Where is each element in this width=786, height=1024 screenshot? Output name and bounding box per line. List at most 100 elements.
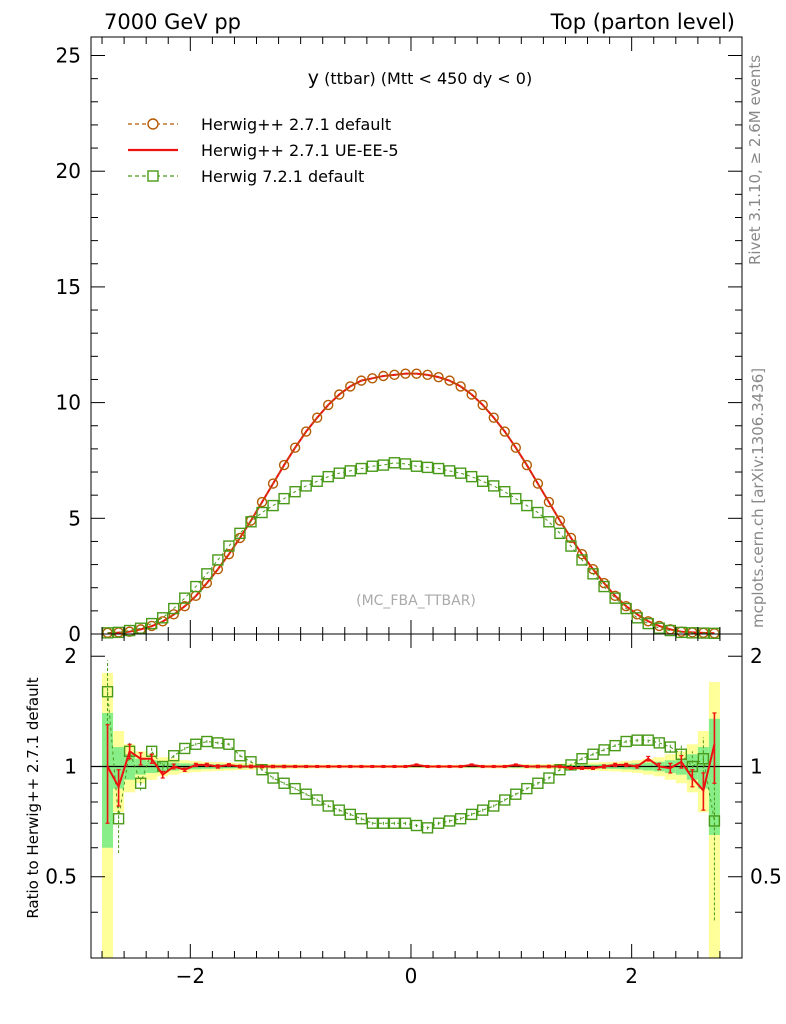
band-green [113,747,125,789]
point-herwig7 [421,461,434,474]
point-herwigpp-default [223,548,235,560]
ratio-point-herwig7 [223,738,235,750]
point-herwig7 [587,568,599,580]
ratio-panel: 0.5 0.5 1 1 2 2 −2 0 2 Ratio to Herwig++ 2.7.1 d… [24,633,782,988]
point-herwig7 [145,617,158,630]
point-herwig7 [333,467,345,479]
ratio-ytick-label: 1 [64,754,77,778]
point-herwig7 [631,612,643,624]
point-herwig7 [410,460,423,472]
ratio-point-herwig7 [521,782,533,795]
point-herwig7 [697,627,710,639]
point-herwig7 [675,626,688,639]
mcplots-label: mcplots.cern.ch [arXiv:1306.3436] [749,368,767,628]
point-herwig7 [708,627,721,640]
main-ytick-label: 25 [56,44,81,68]
ratio-point-herwig7 [201,735,213,748]
point-herwig7 [432,462,445,475]
point-herwigpp-default [433,371,444,383]
ratio-point-herwig7 [278,777,290,789]
ratio-xtick-label: 0 [405,964,418,988]
ratio-point-herwig7 [134,777,147,789]
point-herwigpp-default [565,532,577,544]
legend-label: Herwig++ 2.7.1 default [201,115,391,134]
main-ytick-label: 15 [56,275,81,299]
ratio-ytick-label-right: 2 [750,644,763,668]
ratio-point-herwig7 [212,737,224,749]
point-herwig7 [399,458,412,470]
point-herwig7 [686,627,699,639]
ratio-point-herwig7 [631,734,643,746]
legend-label: Herwig 7.2.1 default [201,167,364,186]
point-herwig7 [245,516,257,528]
ratio-point-herwig7 [708,815,721,827]
point-herwig7 [576,554,588,566]
ratio-point-herwig7 [300,788,312,800]
point-herwig7 [388,457,401,469]
point-herwig7 [179,592,191,604]
ratio-ticks: 0.5 0.5 1 1 2 2 −2 0 2 [45,634,782,988]
point-herwig7 [377,459,390,471]
main-plot-content [101,368,721,640]
point-herwig7 [565,540,577,552]
point-herwig7 [510,492,522,505]
point-herwigpp-default [521,459,533,471]
ratio-point-herwig7 [653,737,665,749]
ratio-point-herwig7 [477,804,489,816]
point-herwigpp-default [400,368,411,379]
point-herwigpp-default [466,389,477,400]
point-herwigpp-default [554,515,566,526]
ratio-ytick-label: 0.5 [45,865,77,889]
ratio-frame [90,633,743,959]
point-herwigpp-default [356,375,367,386]
point-herwig7 [443,465,456,477]
ratio-point-herwig7 [664,741,676,753]
point-herwig7 [168,602,180,615]
legend-label: Herwig++ 2.7.1 UE-EE-5 [201,141,399,160]
ratio-plot-content [91,660,742,958]
ratio-point-herwig7 [399,817,412,829]
point-herwig7 [653,622,665,634]
ratio-point-herwig7 [101,686,114,698]
point-herwigpp-default [378,370,389,382]
point-herwigpp-default [367,373,378,384]
ratio-point-herwig7 [432,817,445,829]
point-herwig7 [256,506,268,519]
ratio-point-herwig7 [322,800,334,812]
ratio-ylabel: Ratio to Herwig++ 2.7.1 default [24,677,42,918]
main-title-rest: (ttbar) (Mtt < 450 dy < 0) [319,69,532,88]
ratio-point-herwig7 [388,817,401,829]
ratio-point-herwig7 [344,808,356,821]
ratio-point-herwig7 [179,742,191,755]
legend-marker-square [147,170,159,182]
point-herwigpp-default [345,381,356,392]
rivet-label: Rivet 3.1.10, ≥ 2.6M events [746,55,764,265]
point-herwig7 [223,540,235,552]
point-herwig7 [642,617,654,630]
point-herwig7 [278,492,290,505]
point-herwig7 [267,499,279,512]
point-herwig7 [366,460,379,472]
point-herwig7 [598,580,610,593]
point-herwigpp-default [532,478,544,489]
point-herwigpp-default [455,381,466,392]
point-herwig7 [465,470,478,483]
point-herwigpp-default [168,609,179,620]
main-frame [90,36,743,635]
series-line-herwig7 [107,462,715,634]
ratio-point-herwig7 [377,817,390,829]
ratio-point-herwig7 [289,782,301,795]
point-herwig7 [521,499,533,512]
ratio-point-herwig7 [554,764,566,776]
point-herwig7 [212,554,224,566]
point-herwigpp-default [300,426,312,437]
point-herwig7 [554,527,566,540]
main-ticks: 0 5 10 15 20 25 [56,37,742,646]
ratio-point-herwig7 [465,808,478,821]
point-herwig7 [289,485,301,498]
point-herwig7 [201,568,213,580]
point-herwig7 [532,506,544,519]
point-herwigpp-default [323,399,334,411]
